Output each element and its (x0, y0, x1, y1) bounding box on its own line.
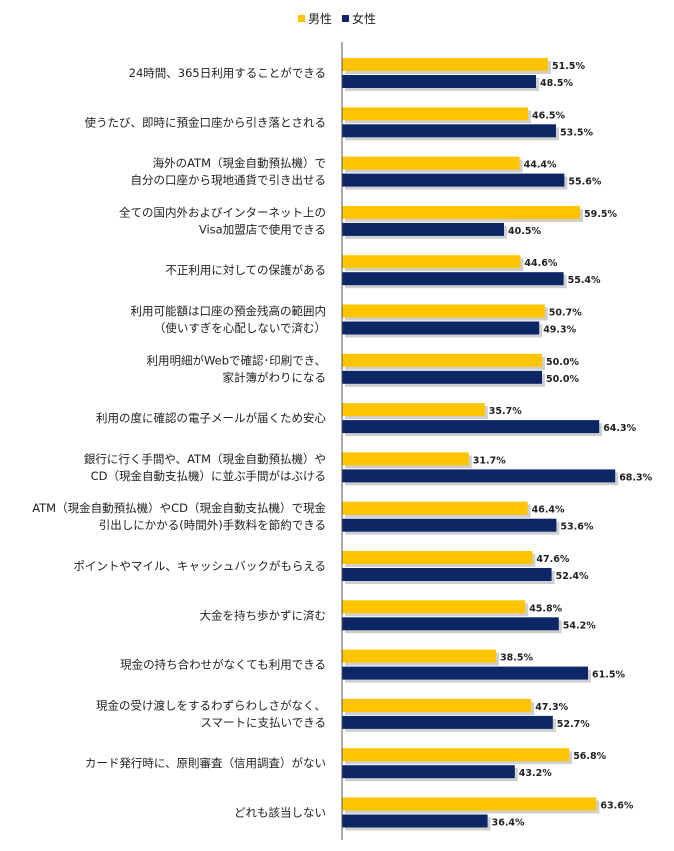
value-label-female: 52.7% (557, 719, 590, 730)
bar-male (342, 353, 542, 367)
bar-female (342, 321, 540, 335)
value-label-male: 46.4% (532, 505, 565, 516)
bar-female (342, 666, 588, 680)
value-label-female: 64.3% (603, 423, 636, 434)
bar-male (342, 551, 533, 564)
category-label: 海外のATM（現金自動預払機）で自分の口座から現地通貨で引き出せる (131, 156, 327, 187)
value-label-female: 61.5% (592, 670, 625, 681)
value-label-female: 68.3% (619, 472, 652, 483)
category-label: 不正利用に対しての保護がある (165, 263, 326, 277)
value-label-male: 46.5% (532, 110, 565, 121)
bar-female (342, 222, 504, 236)
category-label: 利用明細がWebで確認･印刷でき、家計簿がわりになる (146, 353, 326, 384)
bar-male (342, 797, 597, 811)
bar-male (342, 205, 580, 219)
category-label: 使うたび、即時に預金口座から引き落とされる (85, 115, 327, 129)
bar-female (342, 75, 536, 88)
value-label-female: 40.5% (508, 226, 541, 237)
bar-female (342, 272, 564, 286)
category-label: 利用可能額は口座の預金残高の範囲内（使いすぎを心配しないで済む） (131, 304, 327, 335)
legend-label-male: 男性 (308, 11, 333, 26)
bar-female (342, 617, 559, 631)
bar-female (342, 715, 553, 729)
bar-female (342, 568, 552, 581)
value-label-male: 38.5% (500, 653, 533, 664)
value-label-female: 54.2% (563, 620, 596, 631)
chart-legend: 男性 女性 (298, 10, 386, 26)
bar-male (342, 698, 532, 712)
value-label-female: 48.5% (540, 78, 573, 89)
category-label: 現金の受け渡しをするわずらわしさがなく、スマートに支払いできる (96, 698, 326, 729)
bar-male (342, 649, 496, 663)
bar-male (342, 304, 545, 318)
category-label: 24時間、365日利用することができる (129, 66, 326, 80)
bar-female (342, 420, 600, 434)
value-label-male: 50.0% (546, 357, 579, 368)
bar-male (342, 156, 520, 170)
bar-male (342, 255, 521, 269)
category-label: カード発行時に、原則審査（信用調査）がない (85, 756, 326, 770)
value-label-male: 44.6% (524, 258, 557, 269)
value-label-female: 49.3% (543, 325, 576, 336)
value-label-male: 35.7% (489, 406, 522, 417)
category-label: ポイントやマイル、キャッシュバックがもらえる (73, 559, 326, 573)
category-label: 大金を持ち歩かずに済む (200, 608, 327, 622)
value-label-male: 59.5% (584, 209, 617, 220)
value-label-female: 53.5% (560, 127, 593, 138)
value-label-male: 31.7% (473, 455, 506, 466)
value-label-male: 50.7% (549, 308, 582, 319)
bar-male (342, 600, 526, 614)
bar-female (342, 370, 542, 384)
bar-male (342, 501, 528, 515)
legend-swatch-male (298, 14, 305, 22)
value-label-female: 52.4% (556, 571, 589, 582)
bar-female (342, 469, 616, 483)
value-label-female: 55.6% (568, 177, 601, 188)
value-label-male: 47.6% (536, 554, 569, 565)
category-label: ATM（現金自動預払機）やCD（現金自動支払機）で現金引出しにかかる(時間外)手… (32, 501, 326, 532)
value-label-female: 43.2% (519, 768, 552, 779)
legend-label-female: 女性 (352, 11, 377, 26)
category-label: 現金の持ち合わせがなくても利用できる (120, 658, 326, 672)
bar-male (342, 107, 528, 121)
bar-male (342, 403, 485, 417)
legend-swatch-female (342, 14, 350, 22)
bar-male (342, 748, 570, 762)
bar-female (342, 814, 488, 828)
value-label-female: 50.0% (546, 374, 579, 385)
value-label-female: 36.4% (492, 818, 525, 829)
value-label-male: 47.3% (535, 702, 568, 713)
bar-female (342, 765, 515, 779)
value-label-male: 56.8% (573, 751, 606, 762)
value-label-female: 55.4% (568, 275, 601, 286)
bar-female (342, 518, 557, 532)
value-label-male: 63.6% (600, 801, 633, 812)
value-label-female: 53.6% (560, 522, 593, 533)
value-label-male: 44.4% (524, 160, 557, 171)
bar-male (342, 452, 469, 466)
legend-item-female: 女性 (342, 10, 376, 27)
value-label-male: 45.8% (529, 603, 562, 614)
bar-female (342, 173, 565, 187)
legend-item-male: 男性 (298, 10, 332, 27)
category-label: 利用の度に確認の電子メールが届くため安心 (96, 411, 326, 425)
category-label: どれも該当しない (234, 806, 326, 820)
bar-male (342, 58, 548, 71)
bar-female (342, 124, 556, 138)
value-label-male: 51.5% (552, 61, 585, 72)
category-label: 全ての国内外およびインターネット上の Visa加盟店で使用できる (119, 205, 326, 236)
category-label: 銀行に行く手間や、ATM（現金自動預払機）や CD（現金自動支払機）に並ぶ手間がは… (84, 452, 326, 483)
